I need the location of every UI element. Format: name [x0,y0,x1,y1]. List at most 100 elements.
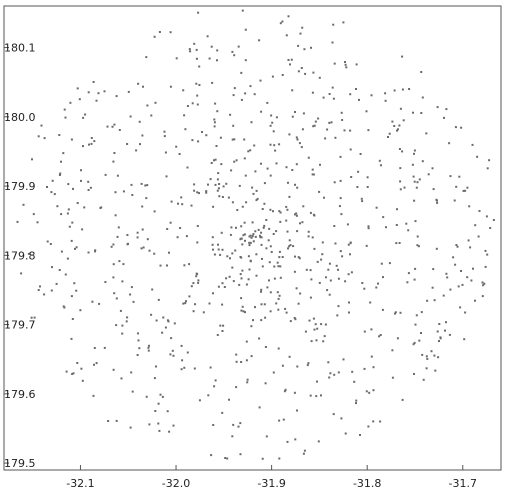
scatter-point [426,299,429,302]
scatter-point [190,285,193,288]
scatter-point [325,276,327,279]
scatter-point [297,70,300,73]
scatter-point [197,140,200,143]
scatter-point [213,159,215,162]
scatter-point [412,343,415,346]
scatter-point [126,316,129,319]
scatter-point [266,167,269,170]
scatter-point [180,344,183,347]
scatter-point [221,282,224,285]
scatter-point [113,123,116,126]
scatter-point [260,319,263,322]
scatter-point [43,293,46,296]
scatter-point [360,197,363,200]
scatter-point [276,261,279,264]
scatter-point [445,321,447,324]
scatter-point [82,116,85,119]
scatter-point [402,119,405,122]
scatter-point [433,299,436,302]
scatter-point [324,323,327,326]
scatter-point [212,292,214,295]
scatter-point [221,196,224,198]
scatter-point [75,289,78,292]
scatter-point [269,291,272,294]
scatter-point [219,136,222,139]
scatter-point [278,294,281,297]
scatter-point [398,242,401,244]
scatter-point [221,248,224,251]
scatter-point [64,116,67,119]
scatter-point [241,243,244,246]
scatter-point [240,71,243,74]
scatter-point [100,206,103,209]
scatter-point [391,349,394,352]
scatter-point [327,361,330,364]
scatter-point [244,28,247,31]
scatter-point [443,116,445,119]
scatter-point [94,250,96,253]
scatter-point [278,419,281,422]
scatter-point [388,262,391,265]
scatter-point [164,326,167,329]
scatter-point [155,319,158,322]
scatter-point [183,366,186,369]
scatter-point [159,393,162,396]
scatter-point [137,332,139,335]
scatter-point [387,136,389,138]
scatter-point [478,210,481,212]
scatter-point [268,227,271,230]
scatter-point [212,205,215,208]
scatter-point [361,282,364,284]
scatter-point [148,344,150,347]
scatter-point [269,143,272,146]
scatter-point [276,291,279,294]
scatter-point [351,370,354,373]
scatter-point [305,268,308,271]
y-tick-label: 179.6 [4,388,36,401]
scatter-point [385,226,387,229]
scatter-point [141,134,144,137]
x-axis: -32.1 -32.0 -31.9 -31.8 -31.7 [66,465,477,490]
scatter-point [368,391,371,394]
scatter-point [474,299,476,302]
scatter-point [285,34,288,37]
scatter-point [170,200,173,203]
y-tick-label: 180.1 [4,42,36,55]
scatter-point [381,308,384,311]
scatter-point [87,180,90,183]
scatter-point [166,264,168,267]
scatter-point [221,411,224,414]
scatter-point [454,126,457,129]
scatter-point [172,424,175,427]
scatter-point [277,308,280,311]
scatter-point [164,151,167,154]
scatter-point [220,231,223,234]
scatter-point [445,272,448,275]
scatter-point [157,298,160,301]
scatter-point [196,103,199,106]
scatter-point [395,242,398,245]
scatter-point [266,101,269,104]
scatter-point [198,192,200,195]
scatter-point [129,293,132,296]
scatter-point [328,121,331,124]
scatter-point [340,111,343,114]
scatter-point [103,346,106,349]
data-points [16,9,495,460]
scatter-point [122,263,125,266]
scatter-point [413,341,416,344]
scatter-point [455,244,458,246]
scatter-point [244,311,246,314]
scatter-point [370,355,373,358]
scatter-point [299,222,301,225]
scatter-point [278,143,281,146]
scatter-point [452,256,455,259]
scatter-point [358,98,360,101]
scatter-point [20,272,23,275]
scatter-point [238,184,241,187]
scatter-point [370,328,373,331]
scatter-point [237,425,240,428]
scatter-point [401,398,404,401]
scatter-point [104,281,107,283]
